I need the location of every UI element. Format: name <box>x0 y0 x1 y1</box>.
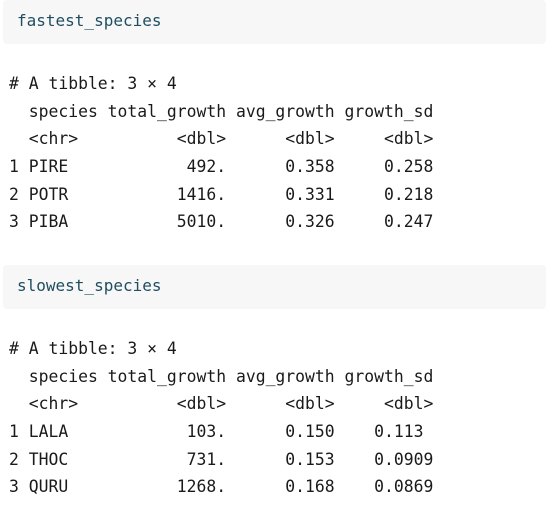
tibble-column-names: species total_growth avg_growth growth_s… <box>9 366 434 386</box>
code-chunk-slowest: slowest_species <box>3 265 546 309</box>
tibble-row: 2 THOC 731. 0.153 0.0909 <box>9 449 434 469</box>
tibble-column-types: <chr> <dbl> <dbl> <dbl> <box>9 394 434 414</box>
tibble-row: 1 PIRE 492. 0.358 0.258 <box>9 157 434 177</box>
tibble-row: 2 POTR 1416. 0.331 0.218 <box>9 184 434 204</box>
code-chunk-fastest: fastest_species <box>3 0 546 44</box>
tibble-column-names: species total_growth avg_growth growth_s… <box>9 101 434 121</box>
tibble-header: # A tibble: 3 × 4 <box>9 74 177 93</box>
tibble-row: 1 LALA 103. 0.150 0.113 <box>9 422 434 442</box>
console-output-fastest: # A tibble: 3 × 4 species total_growth a… <box>9 70 433 236</box>
code-line: slowest_species <box>17 276 162 295</box>
code-line: fastest_species <box>17 11 162 30</box>
tibble-row: 3 QURU 1268. 0.168 0.0869 <box>9 477 434 497</box>
console-output-slowest: # A tibble: 3 × 4 species total_growth a… <box>9 335 433 501</box>
tibble-header: # A tibble: 3 × 4 <box>9 339 177 358</box>
tibble-column-types: <chr> <dbl> <dbl> <dbl> <box>9 129 434 149</box>
tibble-row: 3 PIBA 5010. 0.326 0.247 <box>9 212 434 232</box>
